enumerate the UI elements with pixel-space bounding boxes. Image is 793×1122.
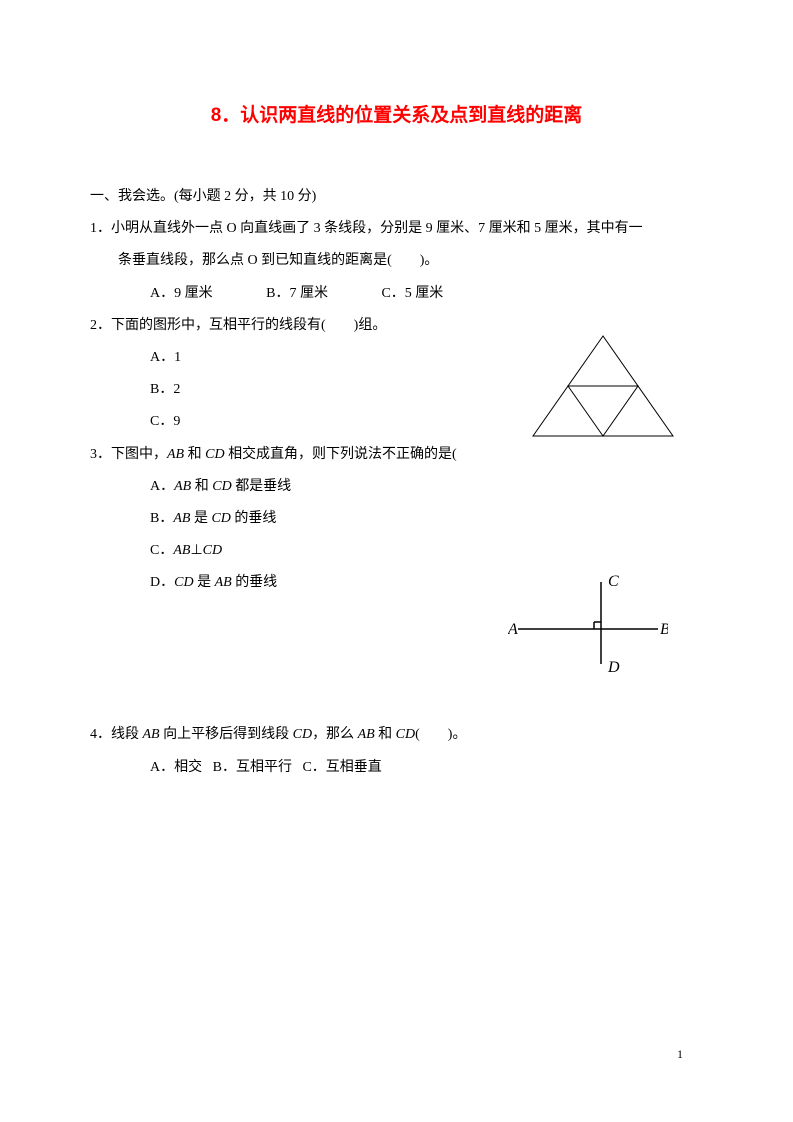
- q3B-b: 是: [190, 511, 211, 526]
- svg-text:C: C: [608, 574, 619, 590]
- q3D-cd: CD: [174, 575, 193, 590]
- q1-text1: 小明从直线外一点 O 向直线画了 3 条线段，分别是 9 厘米、7 厘米和 5 …: [111, 221, 643, 236]
- q3D-b: 是: [194, 575, 215, 590]
- q1-optA: A．9 厘米: [150, 286, 213, 301]
- q2-num: 2．: [90, 318, 111, 333]
- q3-ta: 下图中，: [111, 447, 167, 462]
- svg-text:A: A: [508, 621, 518, 638]
- q4-te: ( )。: [415, 727, 466, 742]
- question-1: 1．小明从直线外一点 O 向直线画了 3 条线段，分别是 9 厘米、7 厘米和 …: [90, 213, 703, 310]
- q4-ta: 线段: [111, 727, 143, 742]
- q3C-b: ⊥: [190, 543, 202, 558]
- page: 8．认识两直线的位置关系及点到直线的距离 一、我会选。(每小题 2 分，共 10…: [0, 0, 793, 1122]
- q1-options: A．9 厘米 B．7 厘米 C．5 厘米: [90, 278, 703, 310]
- q3C-a: C．: [150, 543, 173, 558]
- question-4: 4．线段 AB 向上平移后得到线段 CD，那么 AB 和 CD( )。 A．相交…: [90, 719, 703, 783]
- q3B-c: 的垂线: [231, 511, 277, 526]
- q3C-cd: CD: [203, 543, 222, 558]
- q4-tb: 向上平移后得到线段: [160, 727, 293, 742]
- q3D-a: D．: [150, 575, 174, 590]
- q4-optB: B．互相平行: [213, 760, 292, 775]
- q3A-ab: AB: [174, 479, 191, 494]
- q3B-a: B．: [150, 511, 173, 526]
- page-number: 1: [677, 1047, 683, 1062]
- q4-optC: C．互相垂直: [302, 760, 381, 775]
- q3-cd: CD: [205, 447, 224, 462]
- q1-optC: C．5 厘米: [381, 286, 443, 301]
- q1-optB: B．7 厘米: [266, 286, 328, 301]
- q3-optC: C．AB⊥CD: [90, 535, 703, 567]
- q4-optA: A．相交: [150, 760, 202, 775]
- q4-options: A．相交 B．互相平行 C．互相垂直: [90, 752, 703, 784]
- q4-td: 和: [375, 727, 396, 742]
- triangle-figure: [523, 326, 683, 446]
- page-title: 8．认识两直线的位置关系及点到直线的距离: [90, 100, 703, 127]
- q3A-b: 和: [191, 479, 212, 494]
- svg-text:D: D: [607, 659, 620, 674]
- q2-text: 下面的图形中，互相平行的线段有( )组。: [111, 318, 386, 333]
- q1-num: 1．: [90, 221, 111, 236]
- q3C-ab: AB: [173, 543, 190, 558]
- q3-num: 3．: [90, 447, 111, 462]
- perpendicular-figure: A B C D: [508, 574, 668, 674]
- q4-line: 4．线段 AB 向上平移后得到线段 CD，那么 AB 和 CD( )。: [90, 719, 703, 751]
- q1-line1: 1．小明从直线外一点 O 向直线画了 3 条线段，分别是 9 厘米、7 厘米和 …: [90, 213, 703, 245]
- q4-tc: ，那么: [312, 727, 358, 742]
- svg-text:B: B: [660, 621, 668, 638]
- q3D-c: 的垂线: [232, 575, 278, 590]
- q3D-ab: AB: [215, 575, 232, 590]
- q3-optA: A．AB 和 CD 都是垂线: [90, 471, 703, 503]
- q4-cd1: CD: [293, 727, 312, 742]
- section-heading: 一、我会选。(每小题 2 分，共 10 分): [90, 181, 703, 213]
- q3-optB: B．AB 是 CD 的垂线: [90, 503, 703, 535]
- q3B-cd: CD: [211, 511, 230, 526]
- q3-tc: 相交成直角，则下列说法不正确的是(: [225, 447, 457, 462]
- body: 一、我会选。(每小题 2 分，共 10 分) 1．小明从直线外一点 O 向直线画…: [90, 181, 703, 784]
- q4-num: 4．: [90, 727, 111, 742]
- q3A-cd: CD: [212, 479, 231, 494]
- q3B-ab: AB: [173, 511, 190, 526]
- q3-tb: 和: [184, 447, 205, 462]
- q3-ab: AB: [167, 447, 184, 462]
- q1-line2: 条垂直线段，那么点 O 到已知直线的距离是( )。: [90, 245, 703, 277]
- q3A-a: A．: [150, 479, 174, 494]
- q3A-c: 都是垂线: [232, 479, 292, 494]
- q4-ab1: AB: [143, 727, 160, 742]
- q4-ab2: AB: [358, 727, 375, 742]
- q4-cd2: CD: [396, 727, 415, 742]
